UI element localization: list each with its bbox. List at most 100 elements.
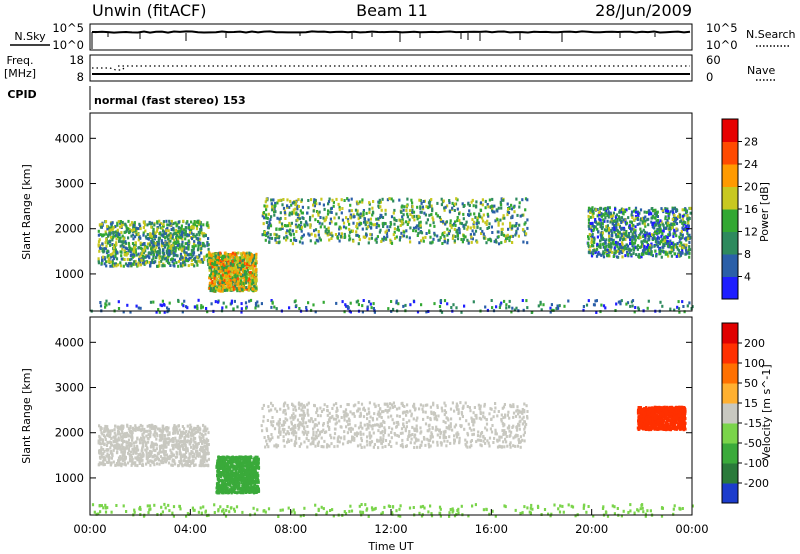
data-cell bbox=[194, 440, 197, 444]
data-cell bbox=[618, 251, 621, 255]
data-cell bbox=[315, 238, 318, 242]
data-cell bbox=[98, 223, 101, 227]
data-cell bbox=[169, 234, 173, 238]
data-cell bbox=[683, 213, 686, 217]
data-cell bbox=[610, 215, 613, 218]
data-cell bbox=[197, 241, 200, 245]
data-cell bbox=[98, 246, 102, 250]
data-cell bbox=[481, 203, 484, 207]
data-cell bbox=[221, 306, 224, 310]
data-cell bbox=[201, 458, 204, 462]
data-cell bbox=[428, 231, 431, 234]
data-cell bbox=[357, 217, 360, 221]
data-cell bbox=[587, 218, 590, 222]
data-cell bbox=[208, 256, 211, 260]
data-cell bbox=[651, 222, 654, 225]
data-cell bbox=[368, 207, 371, 211]
data-cell bbox=[152, 253, 155, 257]
data-cell bbox=[297, 205, 300, 208]
data-cell bbox=[210, 268, 213, 272]
data-cell bbox=[187, 257, 190, 261]
data-cell bbox=[357, 213, 360, 217]
data-cell bbox=[106, 249, 109, 253]
data-cell bbox=[238, 268, 241, 272]
data-cell bbox=[161, 437, 164, 441]
data-cell bbox=[106, 425, 109, 429]
data-cell bbox=[590, 241, 593, 244]
data-cell bbox=[616, 242, 619, 246]
data-cell bbox=[156, 434, 159, 438]
data-cell bbox=[175, 452, 178, 456]
data-cell bbox=[508, 207, 511, 210]
data-cell bbox=[598, 213, 601, 217]
data-cell bbox=[101, 233, 104, 237]
data-cell bbox=[104, 230, 107, 234]
data-cell bbox=[232, 285, 235, 289]
data-cell bbox=[188, 464, 191, 468]
data-cell bbox=[521, 213, 524, 217]
data-cell bbox=[173, 424, 176, 427]
data-cell bbox=[639, 218, 642, 222]
data-cell bbox=[454, 224, 457, 227]
data-cell bbox=[669, 245, 672, 249]
data-cell bbox=[139, 236, 142, 240]
data-cell bbox=[399, 224, 402, 227]
data-cell bbox=[655, 254, 658, 258]
data-cell bbox=[660, 255, 663, 259]
data-cell bbox=[486, 308, 489, 312]
data-cell bbox=[100, 446, 103, 450]
data-cell bbox=[178, 230, 181, 233]
data-cell bbox=[217, 300, 220, 304]
data-cell bbox=[502, 214, 505, 218]
data-cell bbox=[362, 235, 365, 239]
data-cell bbox=[226, 287, 229, 291]
data-cell bbox=[341, 300, 344, 304]
data-cell bbox=[109, 232, 112, 236]
data-cell bbox=[159, 429, 162, 433]
data-cell bbox=[158, 246, 161, 250]
data-cell bbox=[513, 224, 516, 228]
data-cell bbox=[97, 244, 100, 248]
data-cell bbox=[676, 242, 679, 245]
data-cell bbox=[588, 233, 591, 236]
data-cell bbox=[655, 243, 658, 247]
data-cell bbox=[103, 456, 107, 460]
data-cell bbox=[318, 202, 321, 206]
data-cell bbox=[194, 456, 197, 460]
data-cell bbox=[130, 264, 133, 268]
data-cell bbox=[204, 447, 208, 451]
data-cell bbox=[205, 459, 209, 463]
data-cell bbox=[451, 206, 454, 210]
data-cell bbox=[170, 219, 173, 223]
data-cell bbox=[172, 445, 175, 449]
data-cell bbox=[285, 224, 288, 228]
data-cell bbox=[230, 284, 233, 288]
data-cell bbox=[600, 212, 603, 216]
data-cell bbox=[133, 253, 136, 257]
data-cell bbox=[494, 238, 497, 242]
data-cell bbox=[257, 304, 260, 308]
data-cell bbox=[157, 236, 160, 240]
data-cell bbox=[231, 265, 234, 269]
data-cell bbox=[134, 226, 137, 230]
data-cell bbox=[182, 431, 185, 435]
data-cell bbox=[205, 254, 208, 258]
data-cell bbox=[127, 219, 130, 223]
data-cell bbox=[524, 208, 527, 212]
data-cell bbox=[659, 229, 662, 233]
data-cell bbox=[131, 447, 134, 451]
data-cell bbox=[313, 198, 316, 202]
data-cell bbox=[251, 279, 254, 283]
data-cell bbox=[237, 269, 240, 273]
data-cell bbox=[493, 210, 496, 214]
data-cell bbox=[184, 444, 187, 447]
data-cell bbox=[106, 433, 109, 437]
data-cell bbox=[130, 463, 133, 467]
data-cell bbox=[650, 212, 653, 216]
data-cell bbox=[333, 216, 336, 220]
data-cell bbox=[462, 237, 465, 241]
data-cell bbox=[251, 267, 255, 271]
data-cell bbox=[266, 204, 269, 208]
data-cell bbox=[131, 253, 134, 257]
data-cell bbox=[264, 238, 267, 242]
